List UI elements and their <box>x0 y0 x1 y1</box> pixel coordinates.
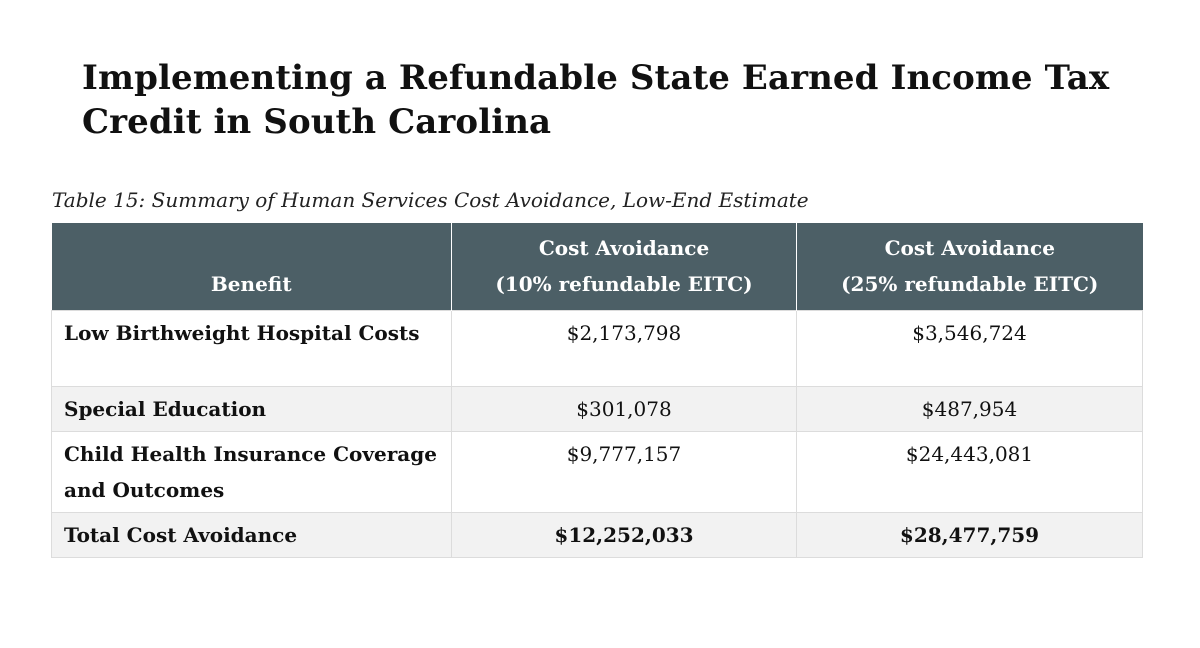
header-25-line2: (25% refundable EITC) <box>841 271 1099 296</box>
row-benefit: Low Birthweight Hospital Costs <box>51 309 452 387</box>
row-value-10: $9,777,157 <box>451 430 797 513</box>
page-title: Implementing a Refundable State Earned I… <box>82 58 1110 142</box>
total-label: Total Cost Avoidance <box>51 511 452 558</box>
row-value-25: $487,954 <box>796 385 1143 432</box>
row-benefit: Special Education <box>51 385 452 432</box>
header-cost-avoidance-10: Cost Avoidance (10% refundable EITC) <box>451 223 797 310</box>
table-row: Low Birthweight Hospital Costs $2,173,79… <box>51 309 1143 387</box>
row-value-10: $2,173,798 <box>451 309 797 387</box>
table-header-row: Benefit Cost Avoidance (10% refundable E… <box>51 223 1143 310</box>
row-value-25: $3,546,724 <box>796 309 1143 387</box>
header-benefit: Benefit <box>51 223 452 310</box>
total-row: Total Cost Avoidance $12,252,033 $28,477… <box>51 511 1143 558</box>
cost-avoidance-table: Benefit Cost Avoidance (10% refundable E… <box>51 223 1143 558</box>
total-value-25: $28,477,759 <box>796 511 1143 558</box>
row-value-10: $301,078 <box>451 385 797 432</box>
header-10-line1: Cost Avoidance <box>538 235 710 260</box>
table-caption: Table 15: Summary of Human Services Cost… <box>52 188 809 212</box>
row-value-25: $24,443,081 <box>796 430 1143 513</box>
row-benefit: Child Health Insurance Coverage and Outc… <box>51 430 452 513</box>
header-10-line2: (10% refundable EITC) <box>495 271 753 296</box>
header-cost-avoidance-25: Cost Avoidance (25% refundable EITC) <box>796 223 1143 310</box>
header-25-line1: Cost Avoidance <box>884 235 1055 260</box>
total-value-10: $12,252,033 <box>451 511 797 558</box>
table-row: Child Health Insurance Coverage and Outc… <box>51 430 1143 513</box>
table-row: Special Education $301,078 $487,954 <box>51 385 1143 432</box>
